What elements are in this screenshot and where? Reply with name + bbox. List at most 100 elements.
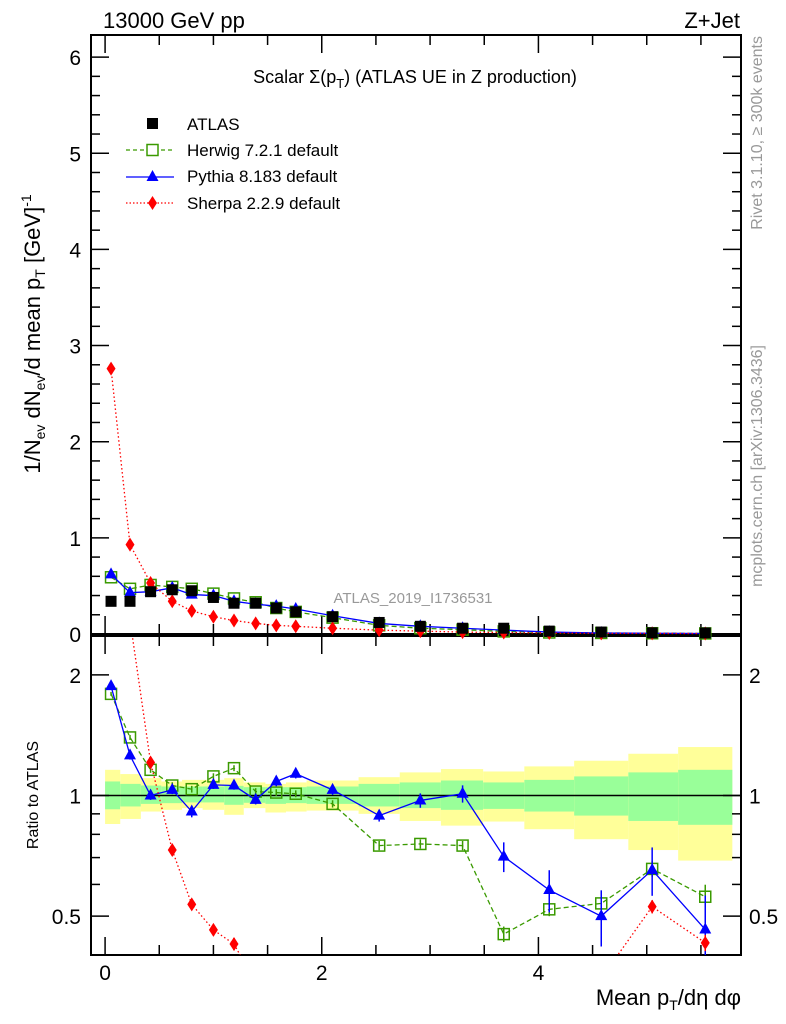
analysis-watermark: ATLAS_2019_I1736531: [333, 590, 492, 607]
atlas-main-point: [327, 611, 339, 623]
sherpa-ratio-point: [208, 922, 218, 937]
pythia-ratio-point: [228, 778, 240, 790]
pythia-main-point: [124, 585, 136, 597]
herwig-ratio-point: [270, 786, 283, 799]
y-axis-label: 1/Nev dNev/d mean pT [GeV]-1: [18, 194, 48, 474]
atlas-main-point: [414, 620, 426, 632]
atlas-main-point: [595, 626, 607, 638]
x-tick-label: 2: [316, 962, 328, 985]
sherpa-diamond-marker-icon: [148, 196, 157, 210]
sherpa-ratio-point: [647, 899, 657, 914]
sherpa-ratio-point: [251, 976, 260, 990]
pythia-ratio-point: [144, 788, 157, 800]
herwig-ratio-point: [372, 839, 386, 852]
y-tick-label: 0: [69, 624, 81, 647]
herwig-ratio-point: [326, 797, 339, 811]
main-series: [104, 361, 712, 641]
atlas-main-point: [498, 622, 510, 634]
x-axis-label: Mean pT/dη dφ: [596, 985, 741, 1013]
herwig-ratio-point: [497, 927, 510, 941]
sherpa-ratio-point: [229, 937, 239, 952]
pythia-ratio-point: [543, 883, 556, 895]
pythia-ratio-point: [326, 782, 339, 794]
pythia-ratio-point: [373, 808, 386, 820]
ratio-y-tick-label-right: 0.5: [749, 906, 778, 929]
mcplots-info: mcplots.cern.ch [arXiv:1306.3436]: [749, 345, 766, 587]
pythia-ratio-point: [249, 792, 262, 804]
pythia-triangle-marker-icon: [146, 170, 159, 181]
sherpa-ratio-point: [126, 613, 135, 627]
atlas-main-point: [186, 585, 198, 597]
sherpa-ratio-point: [167, 843, 177, 858]
atlas-main-point: [228, 597, 240, 609]
sherpa-main-point: [208, 609, 218, 624]
atlas-main-point: [250, 597, 262, 609]
pythia-ratio-point: [185, 804, 198, 816]
ratio-y-tick-label-right: 1: [749, 786, 761, 809]
legend-item-atlas: ATLAS: [147, 115, 240, 134]
pythia-ratio-point: [456, 786, 469, 798]
svg-text:Herwig 7.2.1 default: Herwig 7.2.1 default: [187, 141, 338, 160]
pythia-ratio-point: [289, 766, 302, 778]
svg-text:Sherpa 2.2.9 default: Sherpa 2.2.9 default: [187, 194, 340, 213]
y-tick-label: 5: [69, 143, 81, 166]
sherpa-ratio-point: [291, 971, 300, 985]
ratio-y-tick-label-left: 0.5: [52, 906, 81, 929]
atlas-main-point: [207, 591, 219, 603]
band-inner: [628, 772, 679, 821]
sherpa-main-point: [125, 537, 135, 552]
sherpa-ratio-point: [146, 755, 156, 770]
sherpa-ratio-point: [375, 981, 384, 995]
sherpa-ratio-point: [597, 971, 606, 985]
ratio-series: [104, 424, 712, 995]
sherpa-ratio-line: [131, 636, 706, 955]
sherpa-ratio-point: [107, 424, 116, 438]
y-tick-label: 2: [69, 432, 81, 455]
ratio-y-tick-label-right: 2: [749, 665, 761, 688]
pythia-ratio-point: [124, 748, 136, 760]
sherpa-main-point: [328, 621, 338, 636]
plot-title: Scalar Σ(pT) (ATLAS UE in Z production): [253, 67, 577, 91]
sherpa-main-point: [229, 613, 239, 628]
atlas-main-point: [290, 606, 302, 618]
atlas-main-point: [699, 627, 711, 639]
svg-text:ATLAS: ATLAS: [187, 115, 240, 134]
atlas-main-point: [646, 627, 658, 639]
sherpa-main-point: [106, 361, 116, 376]
ratio-y-axis-label: Ratio to ATLAS: [25, 741, 42, 849]
sherpa-ratio-point: [458, 981, 467, 995]
sherpa-ratio-point: [700, 935, 710, 950]
legend-item-pythia: Pythia 8.183 default: [126, 167, 338, 186]
herwig-ratio-point: [289, 787, 302, 801]
atlas-main-point: [166, 584, 178, 596]
y-tick-label: 4: [69, 239, 81, 262]
band-inner: [678, 769, 733, 825]
sherpa-ratio-point: [272, 981, 281, 995]
herwig-open-square-marker-icon: [146, 143, 159, 157]
atlas-main-point: [457, 622, 469, 634]
y-tick-label: 1: [69, 528, 81, 551]
herwig-ratio-point: [227, 761, 241, 775]
atlas-main-point: [105, 595, 117, 607]
atlas-main-point: [543, 625, 555, 637]
y-tick-label: 3: [69, 336, 81, 359]
pythia-ratio-point: [497, 849, 510, 861]
band-inner: [202, 786, 225, 803]
sherpa-ratio-point: [416, 976, 425, 990]
rivet-info: Rivet 3.1.10, ≥ 300k events: [749, 36, 766, 230]
header-right: Z+Jet: [684, 8, 740, 33]
sherpa-main-point: [271, 618, 281, 633]
sherpa-main-point: [167, 594, 177, 609]
ratio-y-tick-label-left: 2: [69, 665, 81, 688]
sherpa-main-point: [251, 616, 261, 631]
atlas-main-point: [373, 616, 385, 628]
sherpa-ratio-point: [187, 897, 197, 912]
ratio-plot-axes: 0.5 0.5 1 1 2 2 0 2 4: [52, 635, 778, 985]
pythia-ratio-point: [105, 679, 118, 691]
atlas-main-point: [270, 602, 282, 614]
pythia-ratio-point: [595, 909, 608, 921]
y-tick-label: 6: [69, 47, 81, 70]
x-tick-label: 0: [99, 962, 111, 985]
pythia-ratio-point: [270, 774, 283, 786]
